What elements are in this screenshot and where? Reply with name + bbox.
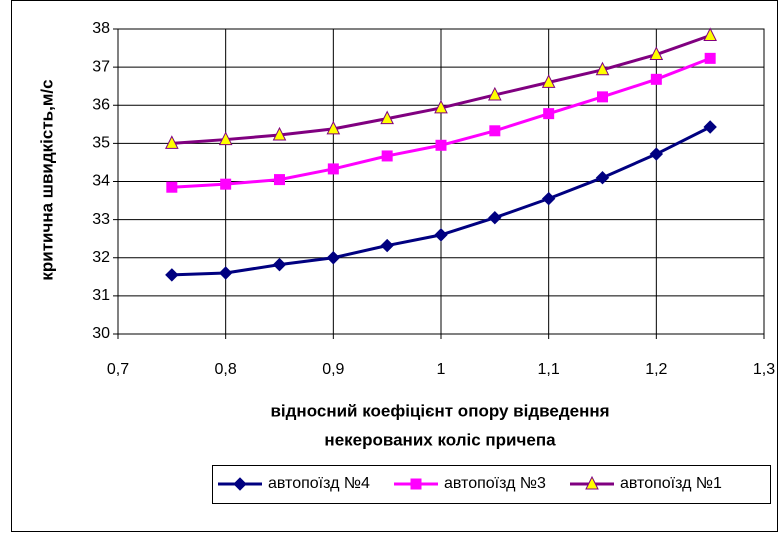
- data-point: [703, 27, 717, 41]
- y-tick-label: 33: [92, 211, 110, 228]
- plot-frame: [117, 28, 765, 335]
- x-tick-label: 0,7: [107, 361, 129, 378]
- y-axis-label: критична швидкість,м/с: [37, 79, 56, 280]
- x-axis-label: відносний коефіцієнт опору відведення: [270, 401, 609, 420]
- data-point: [595, 170, 610, 185]
- x-tick-label: 1,3: [753, 361, 775, 378]
- data-point: [595, 61, 610, 76]
- y-tick-label: 38: [92, 20, 110, 37]
- legend-label: автопоїзд №1: [620, 475, 722, 492]
- x-tick-label: 0,8: [215, 361, 237, 378]
- data-point: [541, 74, 556, 88]
- data-point: [272, 257, 287, 272]
- y-tick-label: 32: [92, 249, 110, 266]
- data-point: [166, 181, 178, 193]
- chart-frame: [11, 0, 778, 532]
- y-tick-label: 36: [92, 96, 110, 113]
- x-tick-label: 1: [437, 361, 446, 378]
- data-point: [381, 150, 393, 162]
- data-point: [649, 147, 664, 161]
- data-point: [543, 108, 555, 120]
- x-axis-label: некерованих коліс причепа: [324, 430, 556, 449]
- data-point: [218, 131, 233, 146]
- data-point: [220, 178, 232, 190]
- data-point: [597, 91, 608, 103]
- legend-marker: [585, 475, 599, 490]
- legend-label: автопоїзд №3: [444, 475, 546, 492]
- data-point: [434, 99, 448, 114]
- data-point: [326, 251, 341, 265]
- y-tick-label: 37: [92, 58, 110, 75]
- data-point: [488, 211, 502, 225]
- legend-label: автопоїзд №4: [268, 475, 370, 492]
- x-tick-label: 1,1: [538, 361, 560, 378]
- data-point: [165, 268, 179, 282]
- y-tick-label: 30: [92, 325, 110, 342]
- data-point: [218, 266, 233, 280]
- data-point: [435, 139, 447, 151]
- data-point: [380, 238, 394, 253]
- data-point: [489, 125, 501, 137]
- data-point: [327, 163, 339, 175]
- y-tick-label: 31: [92, 287, 110, 304]
- legend-marker: [410, 478, 422, 490]
- data-point: [272, 126, 287, 141]
- data-point: [541, 191, 556, 206]
- y-tick-label: 34: [92, 173, 110, 190]
- data-point: [380, 110, 394, 125]
- data-point: [650, 73, 662, 85]
- y-tick-label: 35: [92, 135, 110, 152]
- data-point: [704, 52, 716, 64]
- data-point: [488, 86, 502, 101]
- data-point: [274, 174, 285, 186]
- data-point: [165, 135, 179, 149]
- x-tick-label: 0,9: [322, 361, 344, 378]
- x-tick-label: 1,2: [645, 361, 667, 378]
- data-point: [434, 228, 448, 242]
- data-point: [649, 46, 664, 61]
- legend-marker: [233, 477, 247, 491]
- legend: [212, 465, 771, 504]
- data-point: [703, 120, 717, 134]
- data-point: [326, 120, 341, 135]
